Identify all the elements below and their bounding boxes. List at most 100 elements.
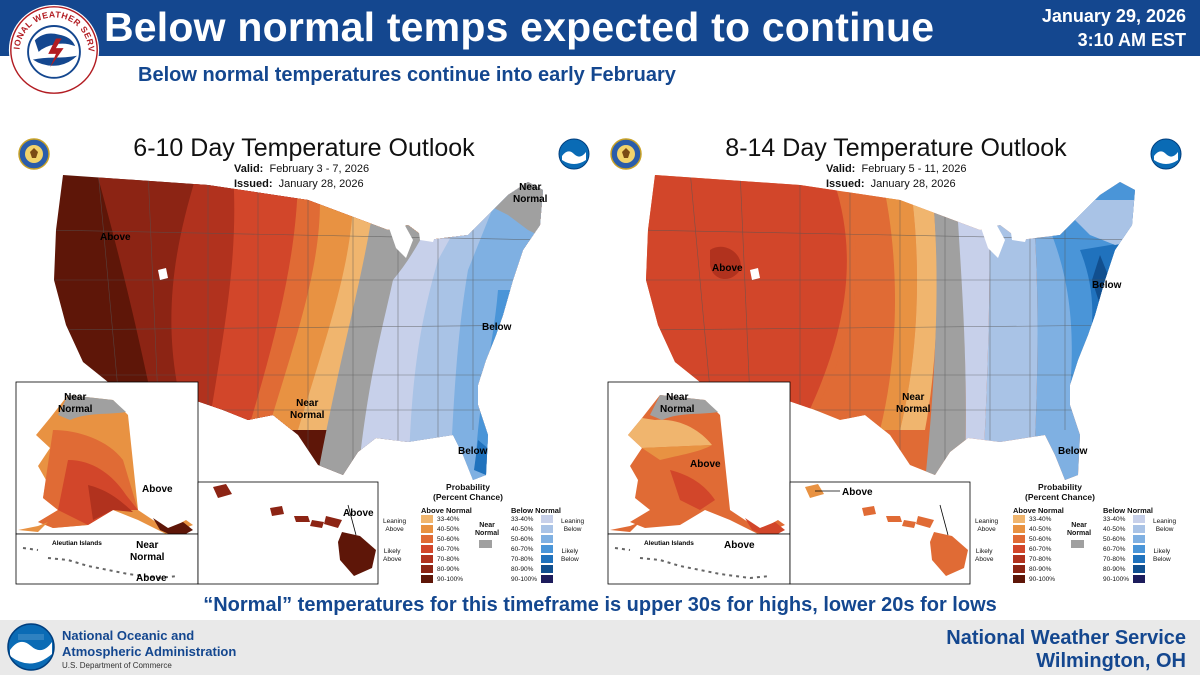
issued-date-8-14: Issued: January 28, 2026 — [826, 178, 956, 190]
legend-below-header: Below Normal — [1103, 506, 1154, 515]
noaa-mini-icon — [1150, 138, 1182, 170]
noaa-mini-icon — [558, 138, 590, 170]
legend-above-range: 60-70% — [1029, 546, 1052, 553]
legend-below-swatch — [1133, 525, 1145, 533]
legend-above-swatch — [1013, 575, 1025, 583]
outlook-6-10-day-map — [15, 175, 543, 585]
legend-above-range: 40-50% — [437, 526, 460, 533]
legend-below-range: 33-40% — [1103, 516, 1126, 523]
noaa-name-line2: Atmospheric Administration — [62, 644, 237, 659]
legend-likely-below: Likely Below — [561, 548, 579, 563]
legend-likely-below: Likely Below — [1153, 548, 1171, 563]
label-below-east: Below — [482, 322, 512, 333]
legend-above-swatch — [421, 535, 433, 543]
label-below-florida: Below — [458, 446, 488, 457]
legend-title: Probability (Percent Chance) — [1025, 482, 1095, 502]
legend-above-range: 33-40% — [1029, 516, 1052, 523]
legend-above-range: 70-80% — [437, 556, 460, 563]
legend-above-range: 80-90% — [437, 566, 460, 573]
nws-name: National Weather Service — [946, 627, 1186, 649]
nws-logo-icon: NATIONAL WEATHER SERVICE — [6, 2, 100, 96]
noaa-department: U.S. Department of Commerce — [62, 661, 172, 670]
label-near-normal-alaska: Near Normal — [660, 392, 695, 415]
legend-below-range: 80-90% — [1103, 566, 1126, 573]
legend-below-swatch — [1133, 545, 1145, 553]
probability-legend: Probability (Percent Chance) Above Norma… — [383, 482, 593, 587]
legend-above-swatch — [421, 545, 433, 553]
legend-below-swatch — [1133, 565, 1145, 573]
label-below-east: Below — [1092, 280, 1122, 291]
legend-below-swatch — [541, 515, 553, 523]
label-near-normal-south: Near Normal — [896, 392, 931, 415]
legend-leaning-below: Leaning Below — [561, 518, 585, 533]
normal-temps-note: “Normal” temperatures for this timeframe… — [203, 594, 997, 616]
legend-below-range: 90-100% — [511, 576, 538, 583]
legend-below-range: 50-60% — [511, 536, 534, 543]
label-above-aleutian: Above — [724, 540, 755, 551]
label-below-florida: Below — [1058, 446, 1088, 457]
label-above-hawaii: Above — [842, 487, 873, 498]
legend-below-swatch — [541, 525, 553, 533]
outlook-8-14-day-map — [607, 175, 1135, 585]
legend-near-normal-swatch — [479, 540, 492, 548]
header-bar — [0, 0, 1200, 56]
outlook-8-14-title: 8-14 Day Temperature Outlook — [725, 134, 1067, 162]
legend-near-normal: Near Normal — [1067, 522, 1092, 537]
legend-leaning-above: Leaning Above — [975, 518, 999, 533]
legend-near-normal-swatch — [1071, 540, 1084, 548]
legend-above-swatch — [1013, 515, 1025, 523]
legend-title: Probability (Percent Chance) — [433, 482, 503, 502]
label-near-normal-ne: Near Normal — [513, 182, 548, 205]
legend-likely-above: Likely Above — [383, 548, 402, 563]
legend-above-range: 80-90% — [1029, 566, 1052, 573]
legend-likely-above: Likely Above — [975, 548, 994, 563]
legend-below-range: 60-70% — [1103, 546, 1126, 553]
legend-below-range: 80-90% — [511, 566, 534, 573]
label-near-normal-aleutian: Near Normal — [130, 540, 165, 563]
footer-bar — [0, 620, 1200, 675]
legend-below-range: 70-80% — [511, 556, 534, 563]
legend-below-range: 70-80% — [1103, 556, 1126, 563]
legend-above-range: 60-70% — [437, 546, 460, 553]
legend-above-swatch — [421, 575, 433, 583]
label-above-hawaii: Above — [343, 508, 374, 519]
legend-below-range: 60-70% — [511, 546, 534, 553]
legend-below-swatch — [1133, 535, 1145, 543]
legend-above-swatch — [1013, 555, 1025, 563]
label-above-alaska: Above — [142, 484, 173, 495]
legend-leaning-above: Leaning Above — [383, 518, 407, 533]
noaa-logo-icon — [7, 623, 55, 671]
legend-above-swatch — [1013, 535, 1025, 543]
legend-below-swatch — [541, 535, 553, 543]
legend-below-range: 40-50% — [1103, 526, 1126, 533]
label-aleutian-islands: Aleutian Islands — [52, 540, 102, 547]
legend-above-range: 90-100% — [437, 576, 464, 583]
legend-below-swatch — [541, 565, 553, 573]
legend-below-swatch — [541, 575, 553, 583]
doc-seal-icon — [610, 138, 642, 170]
legend-above-swatch — [1013, 525, 1025, 533]
noaa-name-line1: National Oceanic and — [62, 628, 195, 643]
legend-below-header: Below Normal — [511, 506, 562, 515]
page-subtitle: Below normal temperatures continue into … — [138, 64, 676, 86]
label-above-west: Above — [100, 232, 131, 243]
legend-above-header: Above Normal — [421, 506, 472, 515]
outlook-6-10-title: 6-10 Day Temperature Outlook — [133, 134, 475, 162]
outlook-8-14-day-panel: 8-14 Day Temperature Outlook Valid: Febr… — [600, 130, 1192, 588]
label-above-aleutian: Above — [136, 573, 167, 584]
legend-leaning-below: Leaning Below — [1153, 518, 1177, 533]
legend-below-range: 40-50% — [511, 526, 534, 533]
label-near-normal-alaska: Near Normal — [58, 392, 93, 415]
label-near-normal-south: Near Normal — [290, 398, 325, 421]
legend-above-range: 90-100% — [1029, 576, 1056, 583]
label-above-alaska: Above — [690, 459, 721, 470]
valid-dates-6-10: Valid: February 3 - 7, 2026 — [234, 163, 370, 175]
legend-below-swatch — [541, 555, 553, 563]
doc-seal-icon — [18, 138, 50, 170]
label-above-west: Above — [712, 263, 743, 274]
legend-above-range: 33-40% — [437, 516, 460, 523]
legend-above-range: 40-50% — [1029, 526, 1052, 533]
legend-above-swatch — [1013, 565, 1025, 573]
legend-below-range: 90-100% — [1103, 576, 1130, 583]
subheader-bar — [0, 56, 1200, 92]
